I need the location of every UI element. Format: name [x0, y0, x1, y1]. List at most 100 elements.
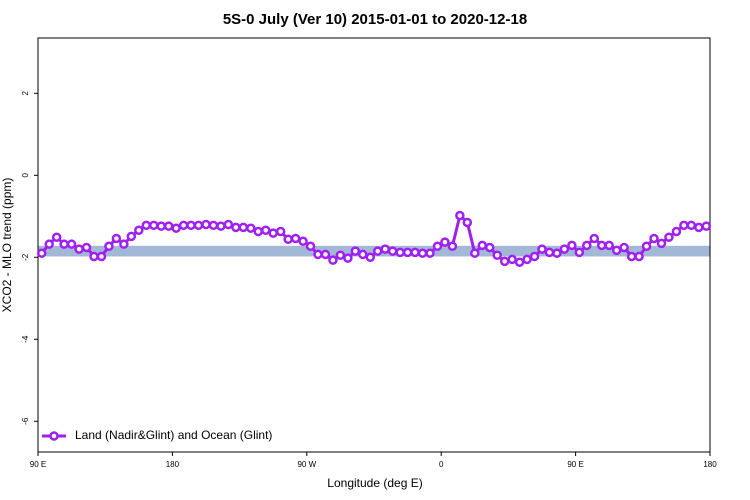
data-point: [440, 237, 450, 247]
data-point: [604, 240, 614, 251]
data-point: [171, 223, 181, 233]
data-point: [81, 242, 92, 253]
data-point: [589, 233, 600, 244]
data-point: [425, 248, 435, 258]
data-point: [679, 220, 689, 231]
data-point: [119, 239, 129, 249]
data-point: [514, 257, 525, 267]
data-point: [641, 241, 652, 251]
data-point: [253, 226, 264, 237]
x-tick-label: 0: [439, 460, 444, 469]
data-point: [51, 232, 62, 242]
data-point: [619, 242, 629, 253]
data-point: [432, 241, 443, 251]
data-point: [358, 249, 368, 260]
data-point: [231, 222, 241, 233]
y-tick-label: 0: [21, 173, 30, 178]
data-point: [305, 241, 316, 251]
x-tick-label: 90 E: [567, 460, 583, 469]
x-axis-label: Longitude (deg E): [327, 476, 422, 490]
x-tick-label: 90 W: [297, 460, 316, 469]
data-point: [141, 220, 152, 231]
legend-marker: [49, 431, 59, 441]
data-point: [417, 248, 428, 258]
data-point: [178, 220, 189, 231]
data-point: [350, 246, 361, 256]
data-point: [59, 239, 69, 249]
data-point: [290, 233, 301, 244]
data-point: [298, 236, 308, 247]
data-point: [283, 234, 293, 245]
data-point: [148, 220, 159, 231]
data-point: [567, 240, 577, 251]
data-point: [582, 240, 592, 251]
data-point: [335, 250, 346, 260]
x-tick-label: 180: [703, 460, 717, 469]
y-tick-label: -6: [21, 417, 30, 425]
data-point: [686, 220, 697, 231]
data-point: [656, 238, 667, 249]
data-point: [44, 239, 54, 249]
data-point: [89, 251, 99, 262]
data-point: [365, 252, 376, 263]
data-point: [499, 256, 510, 267]
data-point: [126, 231, 137, 242]
data-point: [208, 220, 219, 231]
data-point: [701, 221, 712, 231]
x-tick-label: 180: [166, 460, 180, 469]
data-point: [246, 223, 256, 233]
plot-frame: [37, 37, 711, 453]
data-point: [275, 226, 286, 237]
data-point: [574, 247, 585, 258]
data-point: [694, 222, 704, 233]
data-point: [410, 247, 420, 258]
data-point: [380, 244, 390, 254]
y-tick-label: -4: [21, 335, 30, 343]
data-point: [611, 245, 622, 256]
chart-title: 5S-0 July (Ver 10) 2015-01-01 to 2020-12…: [223, 11, 527, 28]
data-point: [193, 220, 204, 231]
data-point: [447, 241, 458, 251]
data-point: [387, 246, 398, 256]
data-point: [163, 221, 174, 231]
data-point: [596, 240, 607, 251]
data-point: [537, 244, 547, 254]
legend-label: Land (Nadir&Glint) and Ocean (Glint): [75, 428, 272, 442]
data-point: [328, 255, 338, 265]
data-point: [111, 233, 122, 244]
data-point: [260, 225, 271, 235]
data-point: [552, 248, 562, 258]
data-point: [320, 249, 331, 260]
data-point: [529, 251, 540, 262]
data-point: [238, 222, 249, 233]
data-point: [671, 226, 682, 237]
data-point: [522, 254, 532, 265]
data-point: [186, 220, 196, 231]
data-point: [484, 242, 495, 253]
data-point: [395, 247, 405, 258]
data-point: [104, 241, 114, 251]
data-point: [477, 240, 488, 251]
data-point: [343, 253, 353, 263]
x-tick-label: 90 E: [30, 460, 46, 469]
data-point: [626, 251, 637, 262]
data-point: [649, 233, 659, 244]
data-point: [74, 244, 84, 254]
data-point: [66, 239, 77, 249]
data-point: [507, 254, 517, 265]
data-point: [455, 210, 465, 221]
data-point: [664, 232, 674, 242]
data-point: [313, 249, 323, 260]
data-point: [223, 219, 234, 230]
data-point: [470, 248, 480, 258]
data-point: [372, 246, 383, 256]
data-point: [216, 221, 226, 231]
data-point: [156, 221, 166, 231]
y-tick-label: -2: [21, 253, 30, 261]
data-point: [268, 228, 278, 238]
data-point: [36, 248, 47, 258]
data-point: [462, 217, 473, 228]
data-point: [559, 244, 570, 254]
data-point: [201, 219, 211, 230]
